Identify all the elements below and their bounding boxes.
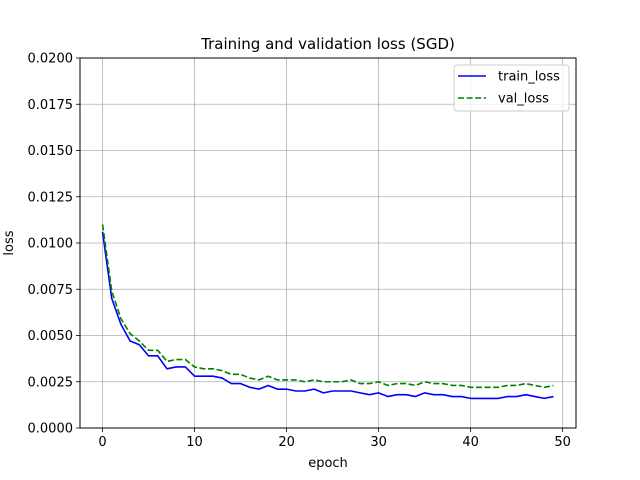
y-tick-label: 0.0025 — [28, 375, 74, 390]
series-line-train-loss — [101, 231, 554, 400]
x-tick-label: 0 — [98, 435, 106, 450]
y-tick-label: 0.0075 — [28, 283, 74, 298]
legend-entry: train_loss — [498, 70, 560, 85]
y-tick-label: 0.0000 — [28, 422, 74, 437]
y-tick-label: 0.0150 — [28, 144, 74, 159]
series-layer — [101, 224, 554, 400]
x-tick-label: 10 — [186, 435, 203, 450]
y-tick-label: 0.0125 — [28, 190, 74, 205]
y-tick-label: 0.0050 — [28, 329, 74, 344]
x-axis: 0 10 20 30 40 50 — [98, 428, 571, 450]
x-axis-label: epoch — [308, 456, 348, 471]
legend: train_loss val_loss — [453, 64, 570, 112]
x-tick-label: 40 — [462, 435, 479, 450]
x-tick-label: 30 — [370, 435, 387, 450]
y-tick-label: 0.0200 — [28, 52, 74, 67]
y-axis: 0.0000 0.0025 0.0050 0.0075 0.0100 0.0125 0.01… — [28, 52, 80, 437]
legend-entry: val_loss — [498, 92, 549, 107]
y-tick-label: 0.0100 — [28, 237, 74, 252]
y-axis-label: loss — [2, 230, 17, 255]
series-line-val-loss — [101, 224, 554, 389]
chart-title: Training and validation loss (SGD) — [200, 35, 455, 53]
y-tick-label: 0.0175 — [28, 98, 74, 113]
x-tick-label: 50 — [554, 435, 571, 450]
x-tick-label: 20 — [278, 435, 295, 450]
